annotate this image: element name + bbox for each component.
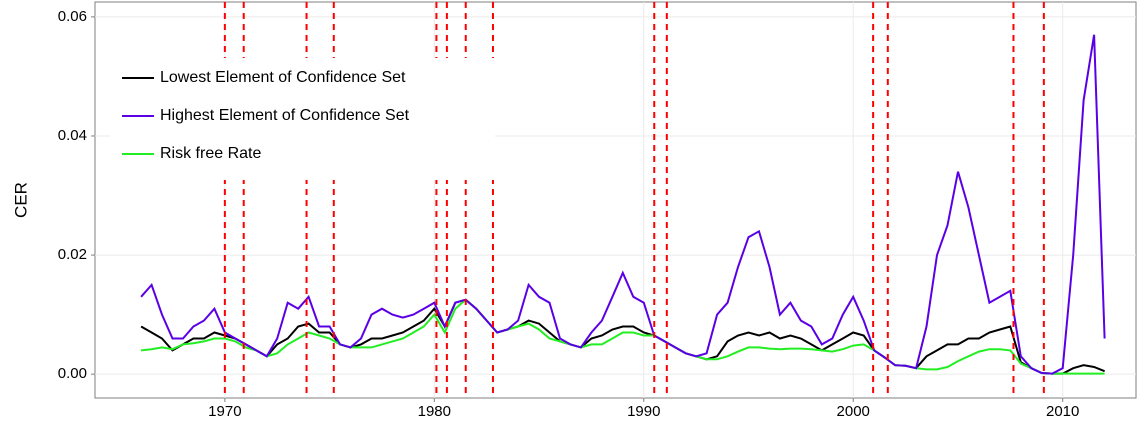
legend-label: Lowest Element of Confidence Set bbox=[160, 69, 406, 86]
y-tick-label: 0.02 bbox=[58, 246, 87, 263]
legend-box bbox=[110, 58, 495, 180]
y-axis-label: CER bbox=[11, 182, 30, 218]
series-line bbox=[140, 34, 1106, 375]
y-tick-label: 0.04 bbox=[58, 127, 87, 144]
x-tick-label: 1980 bbox=[418, 403, 451, 420]
y-tick-label: 0.00 bbox=[58, 365, 87, 382]
x-tick-label: 1970 bbox=[208, 403, 241, 420]
series-line bbox=[140, 298, 1105, 375]
y-tick-label: 0.06 bbox=[58, 8, 87, 25]
legend-label: Highest Element of Confidence Set bbox=[160, 107, 410, 124]
x-tick-label: 1990 bbox=[627, 403, 660, 420]
series-line bbox=[140, 298, 1105, 375]
x-tick-label: 2010 bbox=[1046, 403, 1079, 420]
x-tick-label: 2000 bbox=[837, 403, 870, 420]
legend-label: Risk free Rate bbox=[160, 145, 261, 162]
